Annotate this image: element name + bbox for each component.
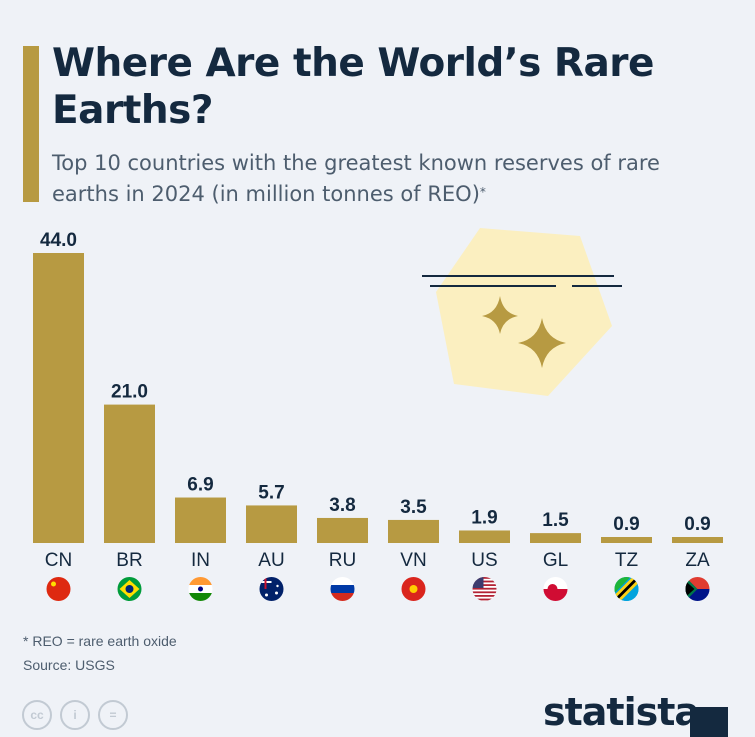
value-label: 1.9 xyxy=(471,507,497,528)
value-label: 21.0 xyxy=(111,382,148,403)
value-label: 6.9 xyxy=(187,475,213,496)
value-label: 0.9 xyxy=(684,514,710,535)
sparkle-illustration xyxy=(422,228,622,396)
australia-flag-icon xyxy=(259,577,284,601)
value-label: 3.8 xyxy=(329,495,355,516)
category-label: CN xyxy=(45,550,72,571)
value-label: 1.5 xyxy=(542,510,569,531)
china-flag-icon xyxy=(46,577,71,601)
category-label: VN xyxy=(400,550,426,571)
bar-BR xyxy=(104,404,155,543)
brazil-flag-icon xyxy=(117,577,142,601)
cc-icon[interactable]: cc xyxy=(22,700,52,730)
statista-logo-mark xyxy=(690,707,728,737)
license-icons: cc i = xyxy=(22,700,128,730)
category-label: BR xyxy=(116,550,142,571)
chart-subtitle: Top 10 countries with the greatest known… xyxy=(52,148,692,210)
bar-GL xyxy=(530,533,581,543)
attribution-icon[interactable]: i xyxy=(60,700,90,730)
sparkle-icon xyxy=(518,318,566,368)
statista-logo[interactable]: statista xyxy=(543,690,700,734)
category-label: ZA xyxy=(685,550,710,571)
india-flag-icon xyxy=(188,577,213,601)
bar-chart: 44.0 CN 21.0 BR 6.9 IN 5.7 AU 3.8 RU 3.5 VN 1.9 US 1.5… xyxy=(33,228,723,601)
bar-RU xyxy=(317,517,368,543)
category-label: IN xyxy=(191,550,210,571)
bar-TZ xyxy=(601,537,652,543)
source: Source: USGS xyxy=(23,657,115,673)
value-label: 0.9 xyxy=(613,514,639,535)
bar-VN xyxy=(388,519,439,543)
sparkle-icon xyxy=(482,296,518,334)
title-accent-bar xyxy=(23,46,39,202)
chart-title: Where Are the World’s Rare Earths? xyxy=(52,41,654,133)
category-label: TZ xyxy=(615,550,639,571)
category-label: GL xyxy=(543,550,568,571)
south-africa-flag-icon xyxy=(685,577,710,601)
bar-US xyxy=(459,530,510,543)
subtitle-footnote-mark: * xyxy=(479,185,486,199)
value-label: 5.7 xyxy=(258,482,284,503)
value-label: 3.5 xyxy=(400,497,427,518)
no-derivatives-icon[interactable]: = xyxy=(98,700,128,730)
footnote: * REO = rare earth oxide xyxy=(23,633,177,649)
subtitle-text: Top 10 countries with the greatest known… xyxy=(52,151,660,206)
category-label: RU xyxy=(329,550,356,571)
tanzania-flag-icon xyxy=(614,577,639,601)
category-label: AU xyxy=(258,550,284,571)
russia-flag-icon xyxy=(330,577,355,601)
value-label: 44.0 xyxy=(40,230,77,251)
bar-ZA xyxy=(672,537,723,543)
hexagon-shape xyxy=(436,228,612,396)
bar-IN xyxy=(175,497,226,543)
vietnam-flag-icon xyxy=(401,577,426,601)
bar-CN xyxy=(33,253,84,543)
category-label: US xyxy=(471,550,497,571)
bars-group: 44.0 CN 21.0 BR 6.9 IN 5.7 AU 3.8 RU 3.5 VN 1.9 US 1.5… xyxy=(33,230,723,601)
bar-AU xyxy=(246,505,297,543)
greenland-flag-icon xyxy=(543,577,568,601)
usa-flag-icon xyxy=(472,577,497,601)
